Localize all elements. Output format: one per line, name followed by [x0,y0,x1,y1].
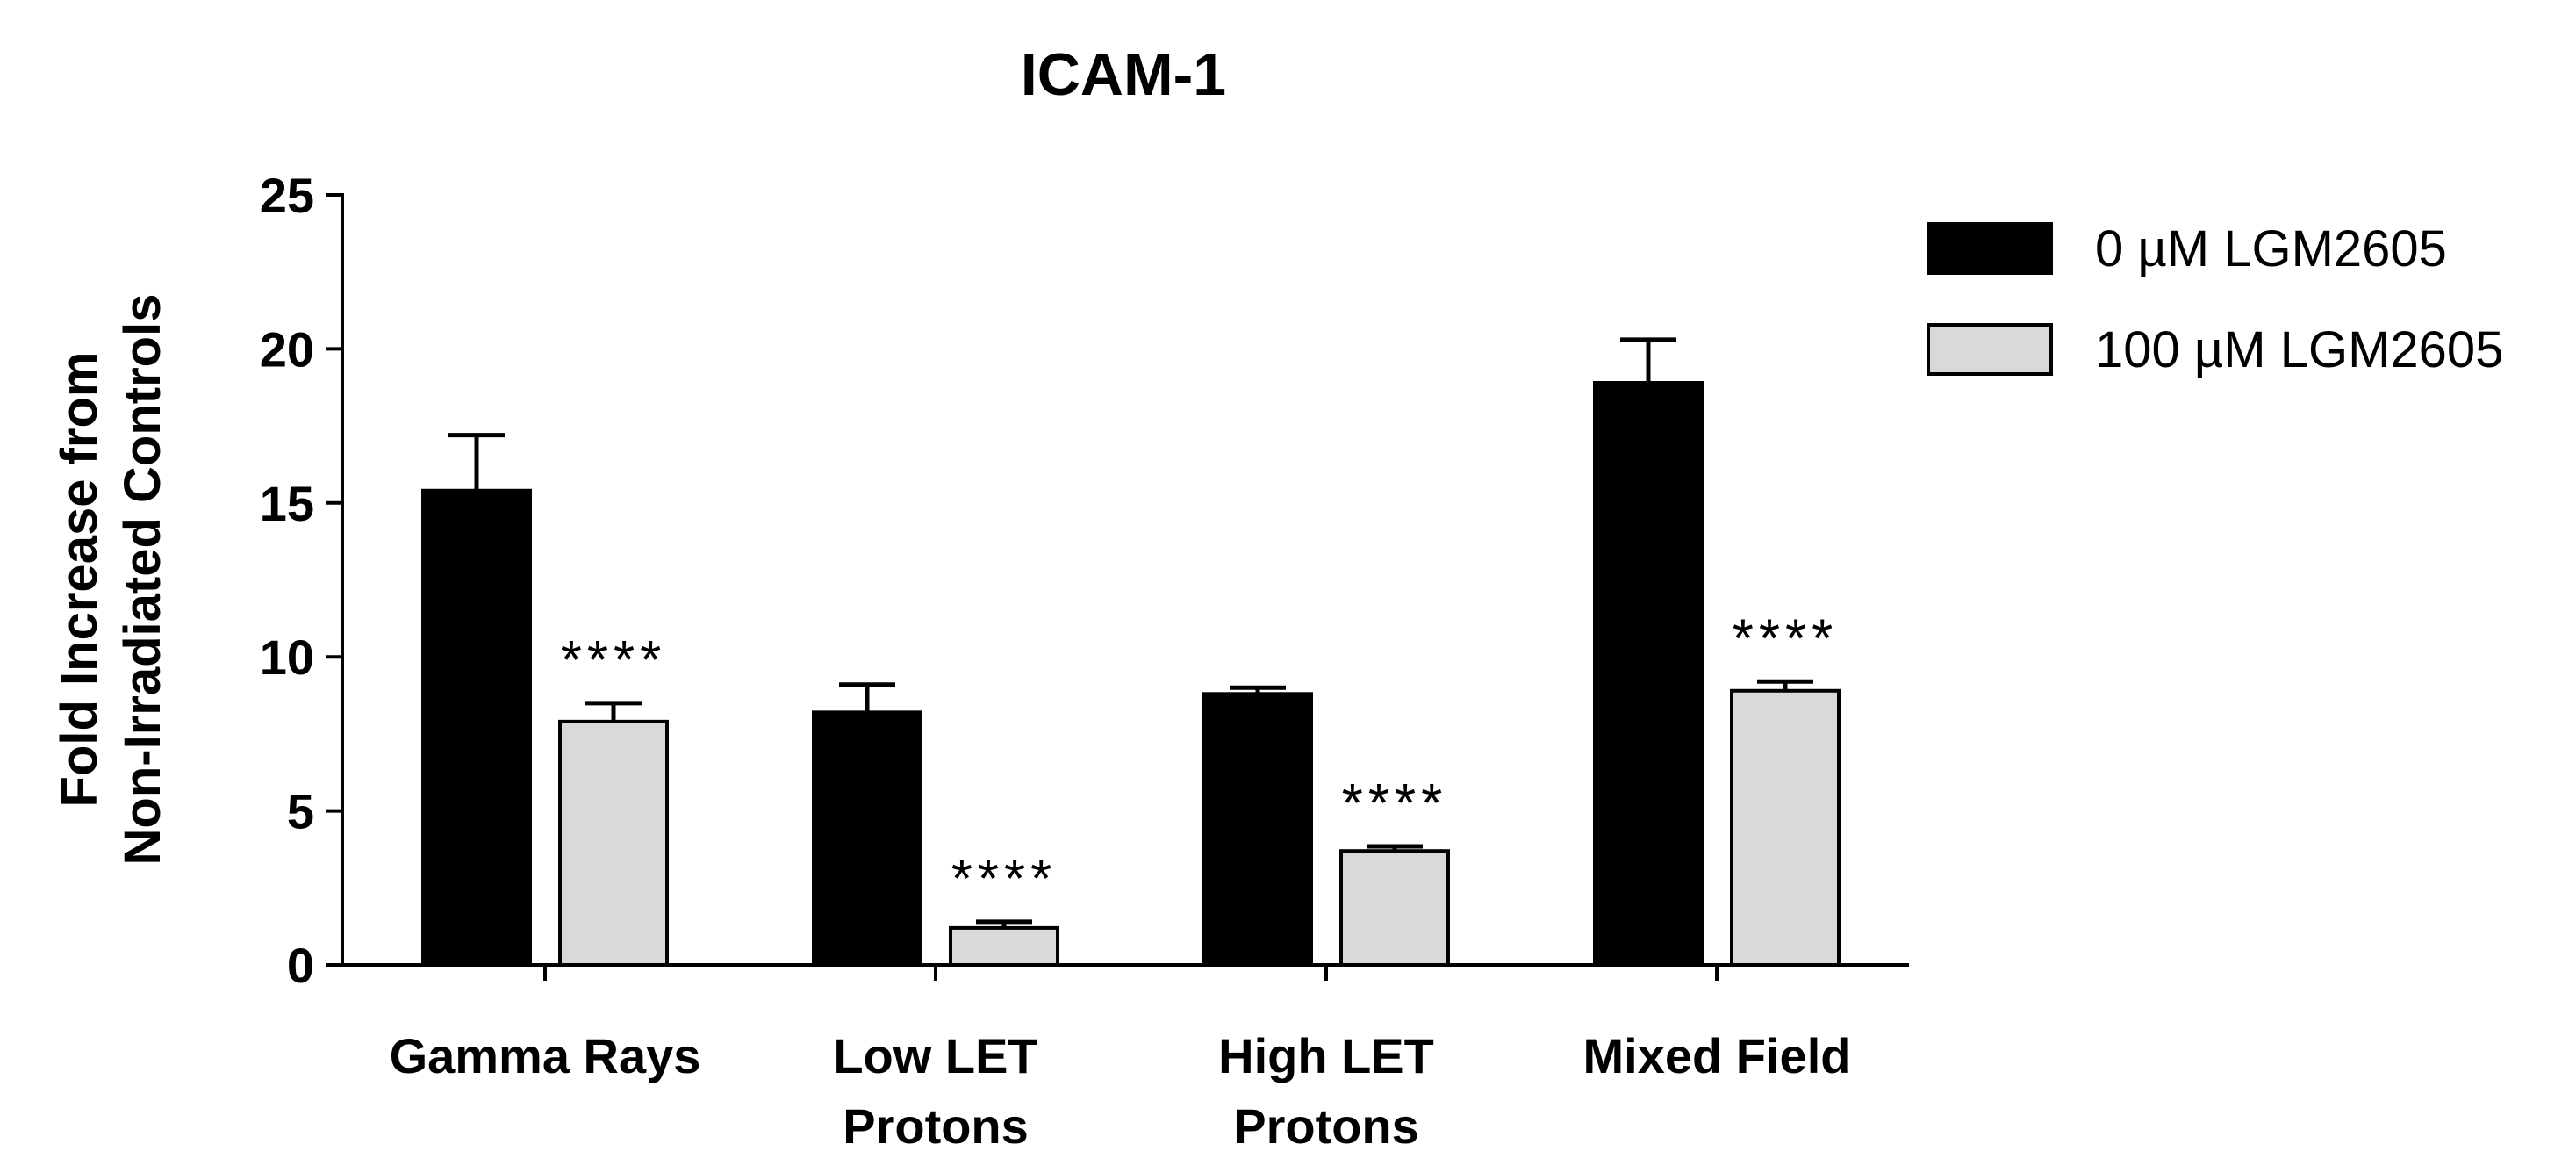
legend: 0 µM LGM2605 100 µM LGM2605 [1927,220,2503,378]
x-tick-label: High LET [1218,1028,1434,1083]
significance-marker: **** [1342,774,1448,834]
bar-treated [1339,849,1450,967]
x-tick-label: Protons [843,1098,1029,1154]
y-tick-label: 15 [260,476,314,531]
y-tick-label: 20 [260,321,314,377]
bar-control [421,488,532,967]
significance-marker: **** [951,849,1058,910]
chart-title: ICAM-1 [1021,41,1226,108]
y-tick-label: 25 [260,168,314,223]
plot-area: 0 5 10 15 20 25 Fold Increase from Non-Irradiat… [51,168,1909,1154]
y-tick-label: 10 [260,630,314,685]
y-tick-label: 0 [287,938,314,993]
bar-control [1202,692,1313,968]
y-tick-label: 5 [287,784,314,839]
significance-marker: **** [561,630,667,691]
bar-control [1593,380,1704,968]
x-tick-label: Gamma Rays [390,1028,701,1083]
bar-control [812,710,922,967]
legend-label: 100 µM LGM2605 [2095,321,2503,378]
y-axis-title-line: Non-Irradiated Controls [114,294,171,866]
bar-treated [1730,688,1841,968]
legend-swatch [1927,323,2053,376]
legend-swatch [1927,222,2053,275]
significance-marker: **** [1733,608,1839,669]
x-tick-label: Low LET [833,1028,1037,1083]
bar-treated [949,925,1059,968]
bar-treated [558,719,669,967]
y-axis-title-line: Fold Increase from [51,352,108,808]
legend-label: 0 µM LGM2605 [2095,220,2447,277]
x-tick-label: Mixed Field [1583,1028,1851,1083]
x-tick-label: Protons [1233,1098,1419,1154]
